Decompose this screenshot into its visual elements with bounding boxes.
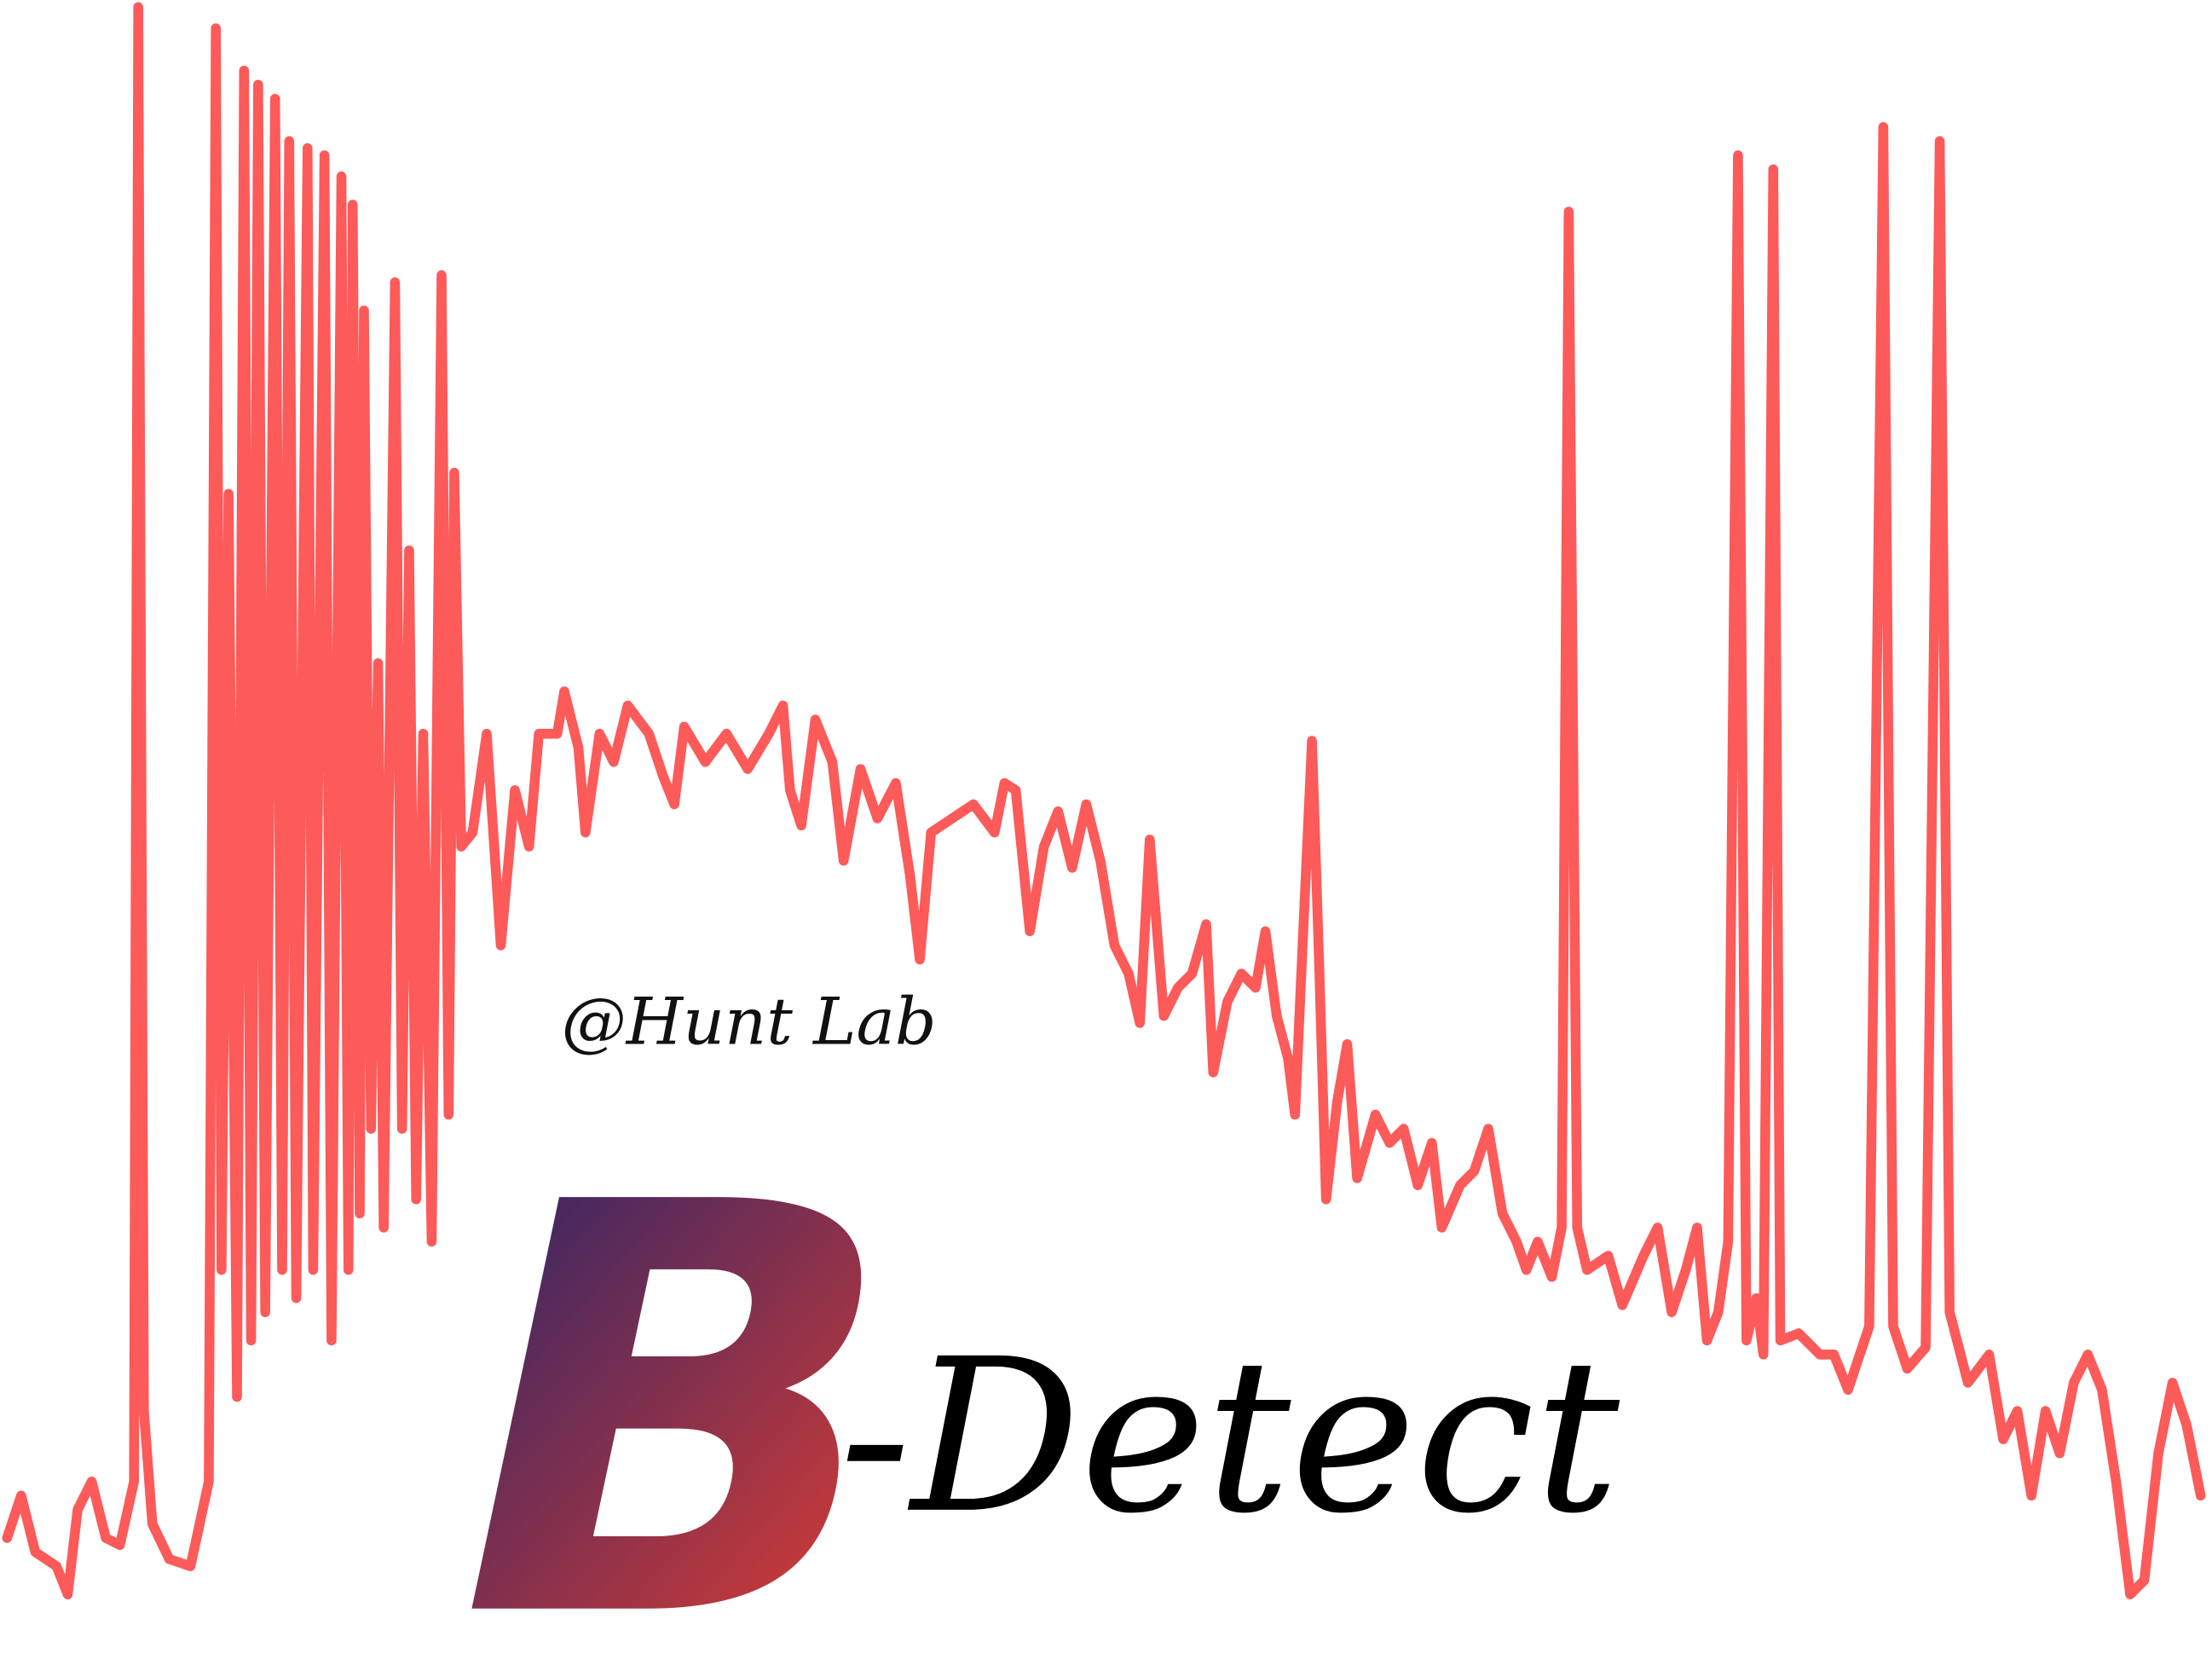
- watermark: @Hunt Lab: [562, 984, 937, 1060]
- logo-text: -Detect: [840, 1314, 1620, 1560]
- waveform: [2, 2, 2206, 1599]
